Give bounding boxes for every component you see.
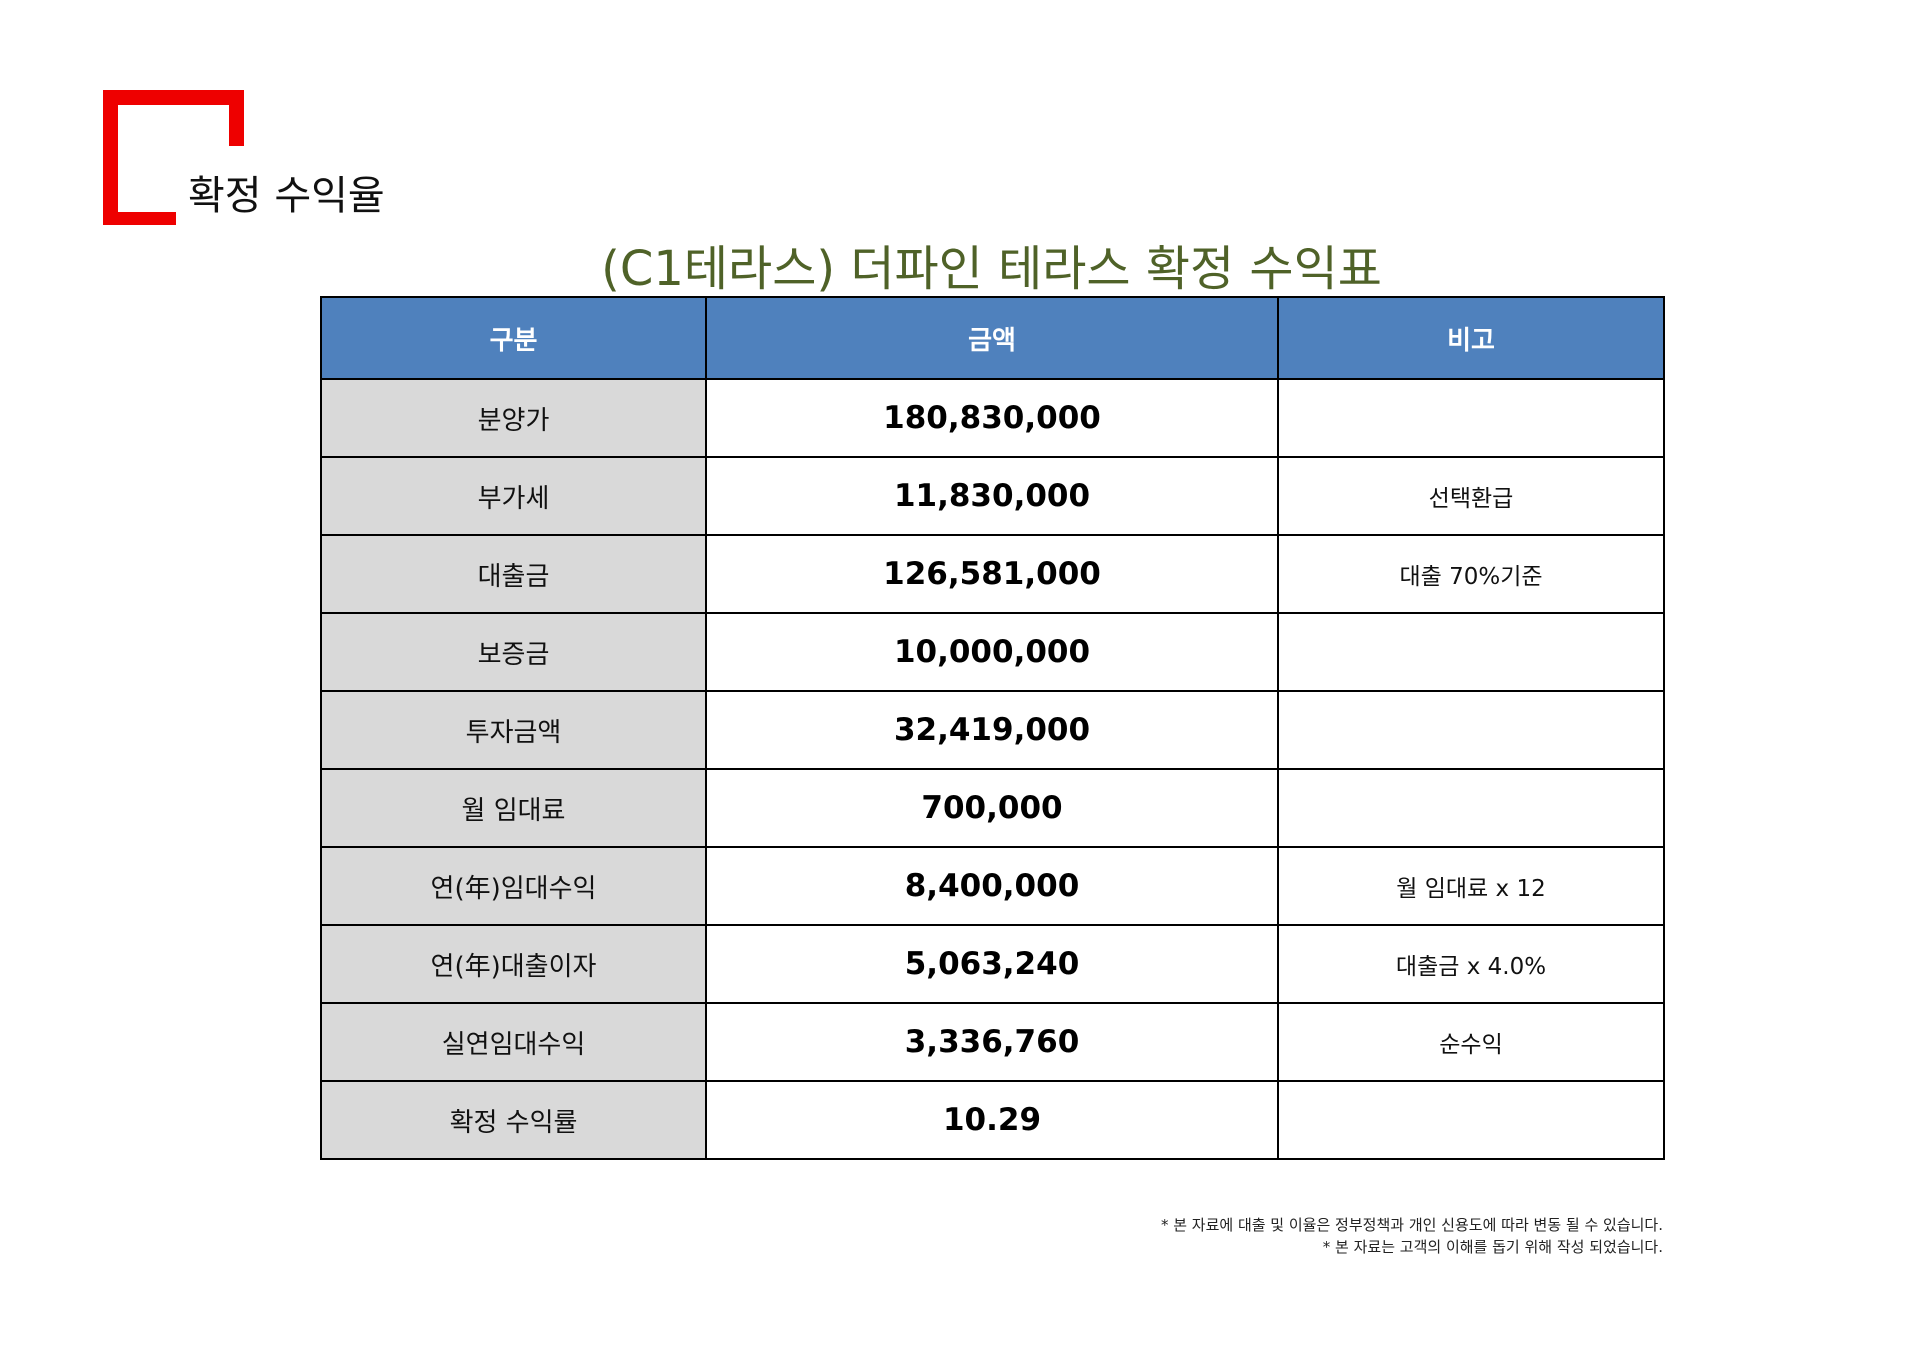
- table-row: 대출금 126,581,000 대출 70%기준: [320, 534, 1665, 614]
- row-amount: 10.29: [705, 1080, 1279, 1160]
- table-row: 연(年)대출이자 5,063,240 대출금 x 4.0%: [320, 924, 1665, 1004]
- table-row: 연(年)임대수익 8,400,000 월 임대료 x 12: [320, 846, 1665, 926]
- row-amount: 180,830,000: [705, 378, 1279, 458]
- bracket-top-bar: [103, 90, 244, 105]
- row-amount: 126,581,000: [705, 534, 1279, 614]
- table-row: 확정 수익률 10.29: [320, 1080, 1665, 1160]
- footnote-reference: * 본 자료는 고객의 이해를 돕기 위해 작성 되었습니다.: [1322, 1238, 1663, 1256]
- row-note: 대출금 x 4.0%: [1277, 924, 1665, 1004]
- row-amount: 32,419,000: [705, 690, 1279, 770]
- table-row: 실연임대수익 3,336,760 순수익: [320, 1002, 1665, 1082]
- yield-table: 구분 금액 비고 분양가 180,830,000 부가세 11,830,000 …: [320, 296, 1665, 1160]
- table-title: (C1테라스) 더파인 테라스 확정 수익표: [601, 241, 1382, 297]
- row-amount: 11,830,000: [705, 456, 1279, 536]
- row-amount: 5,063,240: [705, 924, 1279, 1004]
- header-amount: 금액: [705, 296, 1279, 380]
- row-note: 대출 70%기준: [1277, 534, 1665, 614]
- row-label: 연(年)임대수익: [320, 846, 707, 926]
- table-row: 분양가 180,830,000: [320, 378, 1665, 458]
- row-label: 투자금액: [320, 690, 707, 770]
- header-note: 비고: [1277, 296, 1665, 380]
- row-label: 보증금: [320, 612, 707, 692]
- row-note: [1277, 690, 1665, 770]
- footnotes: * 본 자료에 대출 및 이율은 정부정책과 개인 신용도에 따라 변동 될 수…: [900, 1214, 1663, 1258]
- row-note: 월 임대료 x 12: [1277, 846, 1665, 926]
- row-label: 대출금: [320, 534, 707, 614]
- row-amount: 700,000: [705, 768, 1279, 848]
- table-row: 부가세 11,830,000 선택환급: [320, 456, 1665, 536]
- row-amount: 3,336,760: [705, 1002, 1279, 1082]
- row-amount: 8,400,000: [705, 846, 1279, 926]
- row-note: [1277, 612, 1665, 692]
- table-row: 월 임대료 700,000: [320, 768, 1665, 848]
- row-label: 분양가: [320, 378, 707, 458]
- footnote-loan-rate: * 본 자료에 대출 및 이율은 정부정책과 개인 신용도에 따라 변동 될 수…: [1160, 1216, 1663, 1234]
- table-header-row: 구분 금액 비고: [320, 296, 1665, 380]
- row-note: [1277, 768, 1665, 848]
- table-row: 보증금 10,000,000: [320, 612, 1665, 692]
- row-note: 선택환급: [1277, 456, 1665, 536]
- bracket-right-bar: [229, 90, 244, 146]
- row-amount: 10,000,000: [705, 612, 1279, 692]
- table-row: 투자금액 32,419,000: [320, 690, 1665, 770]
- row-note: [1277, 1080, 1665, 1160]
- section-title: 확정 수익율: [188, 173, 385, 219]
- header-category: 구분: [320, 296, 707, 380]
- red-bracket-decoration: [103, 90, 244, 225]
- row-label: 부가세: [320, 456, 707, 536]
- row-label: 확정 수익률: [320, 1080, 707, 1160]
- row-note: 순수익: [1277, 1002, 1665, 1082]
- bracket-bottom-bar: [103, 212, 176, 225]
- row-note: [1277, 378, 1665, 458]
- row-label: 연(年)대출이자: [320, 924, 707, 1004]
- row-label: 실연임대수익: [320, 1002, 707, 1082]
- row-label: 월 임대료: [320, 768, 707, 848]
- bracket-left-bar: [103, 90, 118, 225]
